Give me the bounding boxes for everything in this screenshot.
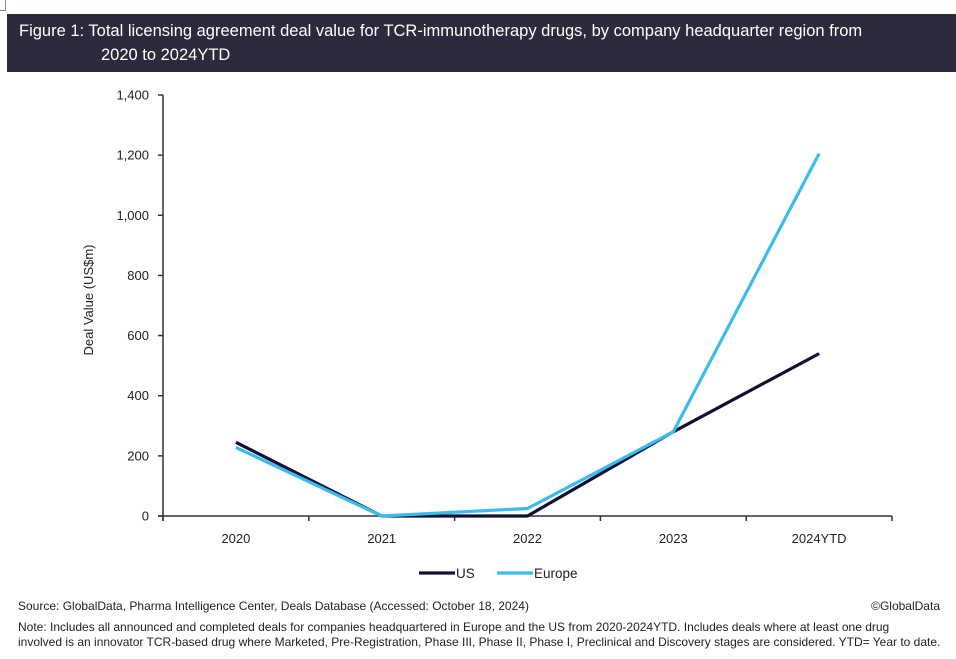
- y-tick-label: 1,200: [116, 148, 149, 163]
- figure-title: Figure 1: Total licensing agreement deal…: [7, 14, 956, 72]
- y-tick-label: 0: [142, 509, 149, 524]
- y-axis-title: Deal Value (US$m): [81, 244, 96, 355]
- legend: US Europe: [419, 566, 578, 581]
- corner-mark: [0, 0, 6, 11]
- figure-title-line1: Figure 1: Total licensing agreement deal…: [19, 22, 863, 40]
- y-tick-label: 1,400: [116, 88, 149, 103]
- copyright-text: ©GlobalData: [871, 599, 940, 613]
- figure-title-line2: 2020 to 2024YTD: [101, 46, 231, 64]
- note-line2: involved is an innovator TCR-based drug …: [18, 635, 941, 649]
- y-axis-ticks: 0 200 400 600 800 1,000 1,200 1,400: [116, 88, 163, 524]
- y-tick-label: 400: [127, 388, 149, 403]
- y-tick-label: 200: [127, 448, 149, 463]
- note-text: Note: Includes all announced and complet…: [18, 620, 948, 650]
- x-tick-label: 2022: [513, 531, 542, 546]
- source-text: Source: GlobalData, Pharma Intelligence …: [18, 599, 529, 613]
- x-tick-label: 2024YTD: [792, 531, 847, 546]
- series-line-europe: [235, 152, 821, 518]
- series-line-us: [235, 352, 820, 518]
- series-lines: [235, 152, 821, 518]
- x-axis-ticks: 2020 2021 2022 2023 2024YTD: [162, 516, 893, 546]
- y-tick-label: 1,000: [116, 208, 149, 223]
- legend-label-us: US: [456, 566, 475, 581]
- legend-label-europe: Europe: [534, 566, 578, 581]
- y-tick-label: 600: [127, 328, 149, 343]
- note-line1: Note: Includes all announced and complet…: [18, 620, 890, 634]
- x-tick-label: 2023: [659, 531, 688, 546]
- x-tick-label: 2021: [367, 531, 396, 546]
- x-tick-label: 2020: [221, 531, 250, 546]
- y-tick-label: 800: [127, 268, 149, 283]
